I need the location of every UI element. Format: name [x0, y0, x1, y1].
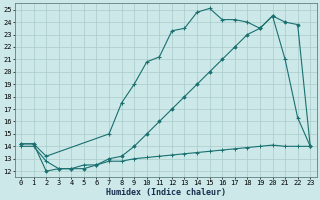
X-axis label: Humidex (Indice chaleur): Humidex (Indice chaleur): [106, 188, 226, 197]
